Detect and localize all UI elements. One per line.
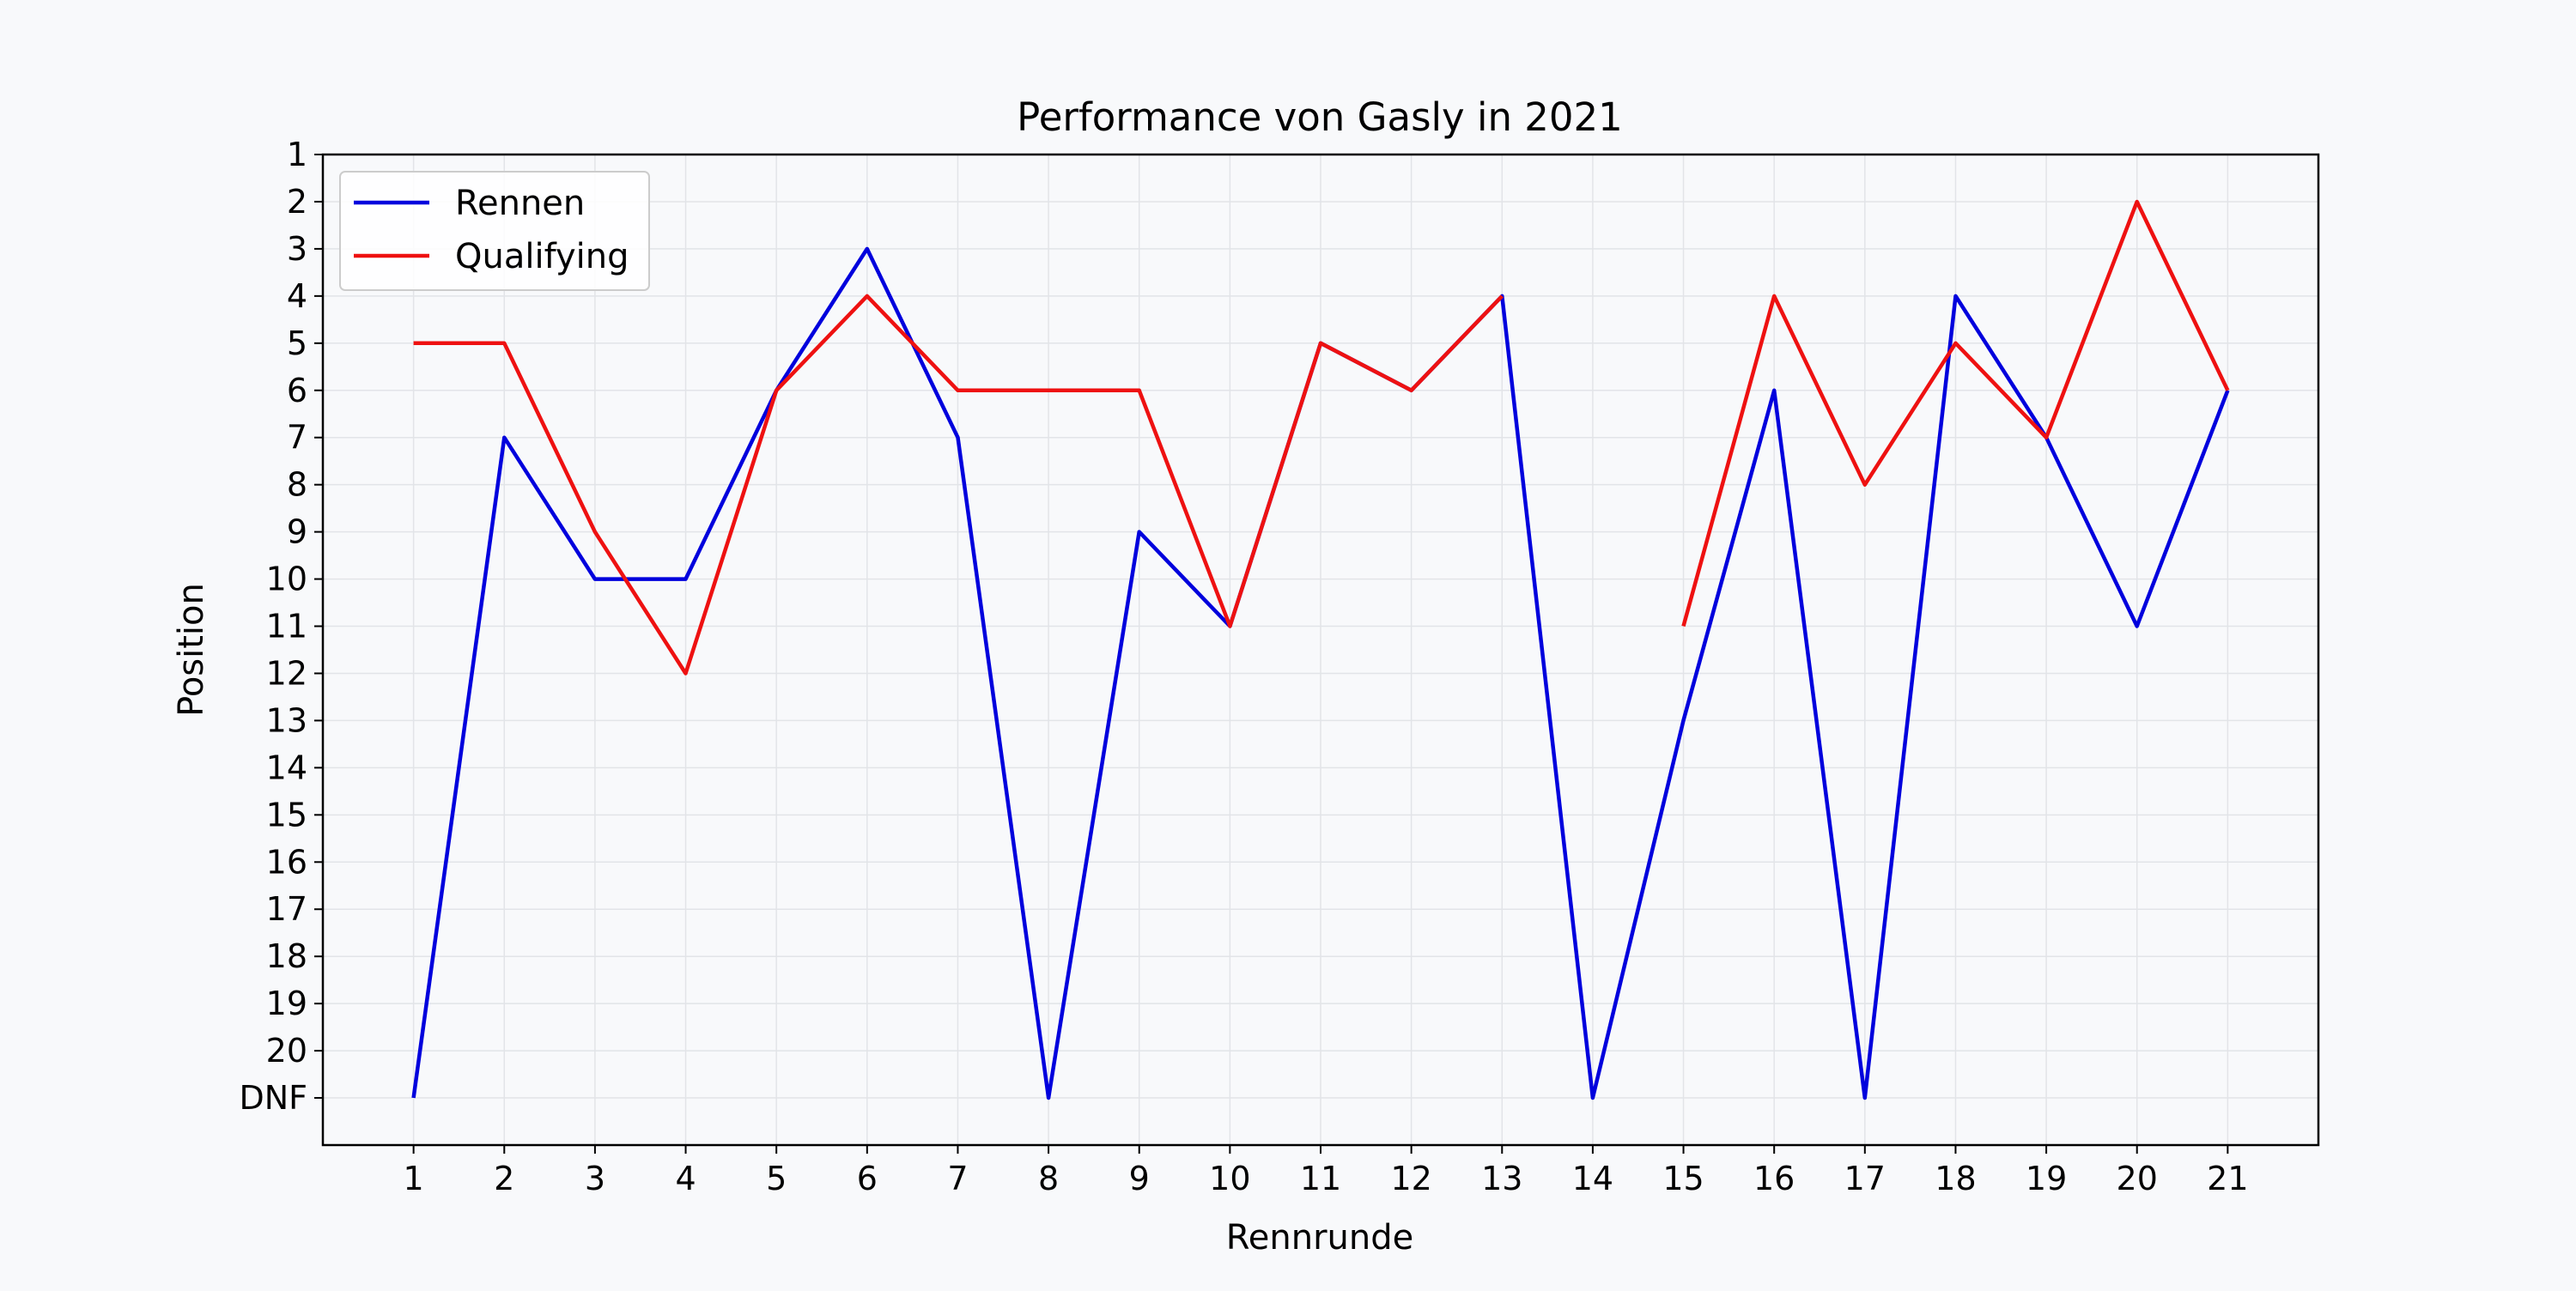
y-tick-label: 9: [287, 513, 307, 551]
y-tick-label: 17: [266, 890, 307, 928]
x-tick-label: 17: [1844, 1160, 1886, 1197]
y-tick-label: 20: [266, 1032, 307, 1070]
x-tick-label: 15: [1662, 1160, 1704, 1197]
chart-title: Performance von Gasly in 2021: [1017, 94, 1623, 140]
x-tick-label: 12: [1390, 1160, 1431, 1197]
x-tick-label: 13: [1481, 1160, 1522, 1197]
x-tick-label: 10: [1209, 1160, 1250, 1197]
x-axis-ticks: 1 2 3 4 5 6 7 8 9 10 11 12 13 14 15 16 17 18 19 20 21: [404, 1145, 2249, 1197]
y-tick-label: 16: [266, 843, 307, 881]
x-tick-label: 14: [1572, 1160, 1613, 1197]
x-tick-label: 6: [857, 1160, 878, 1197]
y-tick-label: 2: [287, 183, 307, 221]
y-tick-label: 10: [266, 561, 307, 598]
y-tick-label: 5: [287, 324, 307, 362]
x-tick-label: 18: [1935, 1160, 1976, 1197]
series-line-qualifying: [413, 294, 1504, 676]
y-tick-label: 18: [266, 937, 307, 975]
y-tick-label: 3: [287, 230, 307, 268]
series-line-qualifying: [1681, 199, 2230, 627]
y-tick-label: 11: [266, 608, 307, 646]
series-lines: [411, 199, 2230, 1100]
y-tick-label: 6: [287, 372, 307, 409]
y-tick-label: 15: [266, 796, 307, 833]
y-tick-label: 7: [287, 419, 307, 457]
x-axis-label: Rennrunde: [1226, 1218, 1413, 1258]
x-tick-label: 16: [1753, 1160, 1795, 1197]
y-tick-label: 19: [266, 985, 307, 1022]
x-tick-label: 11: [1300, 1160, 1341, 1197]
y-tick-label: DNF: [239, 1079, 307, 1117]
y-tick-label: 4: [287, 277, 307, 315]
y-tick-label: 12: [266, 654, 307, 692]
y-axis-label: Position: [172, 583, 211, 717]
x-tick-label: 4: [675, 1160, 696, 1197]
x-tick-label: 7: [947, 1160, 968, 1197]
y-tick-label: 8: [287, 466, 307, 504]
legend-label-rennen: Rennen: [455, 184, 585, 223]
gridlines: [323, 154, 2318, 1145]
x-tick-label: 2: [494, 1160, 514, 1197]
legend-label-qualifying: Qualifying: [455, 237, 629, 276]
x-tick-label: 21: [2207, 1160, 2248, 1197]
x-tick-label: 19: [2026, 1160, 2067, 1197]
x-tick-label: 8: [1038, 1160, 1059, 1197]
legend: Rennen Qualifying: [339, 171, 650, 291]
y-tick-label: 14: [266, 749, 307, 786]
x-tick-label: 1: [404, 1160, 424, 1197]
x-tick-label: 5: [766, 1160, 787, 1197]
x-tick-label: 20: [2117, 1160, 2158, 1197]
x-tick-label: 3: [585, 1160, 605, 1197]
y-tick-label: 1: [287, 136, 307, 173]
x-tick-label: 9: [1129, 1160, 1150, 1197]
y-tick-label: 13: [266, 701, 307, 739]
